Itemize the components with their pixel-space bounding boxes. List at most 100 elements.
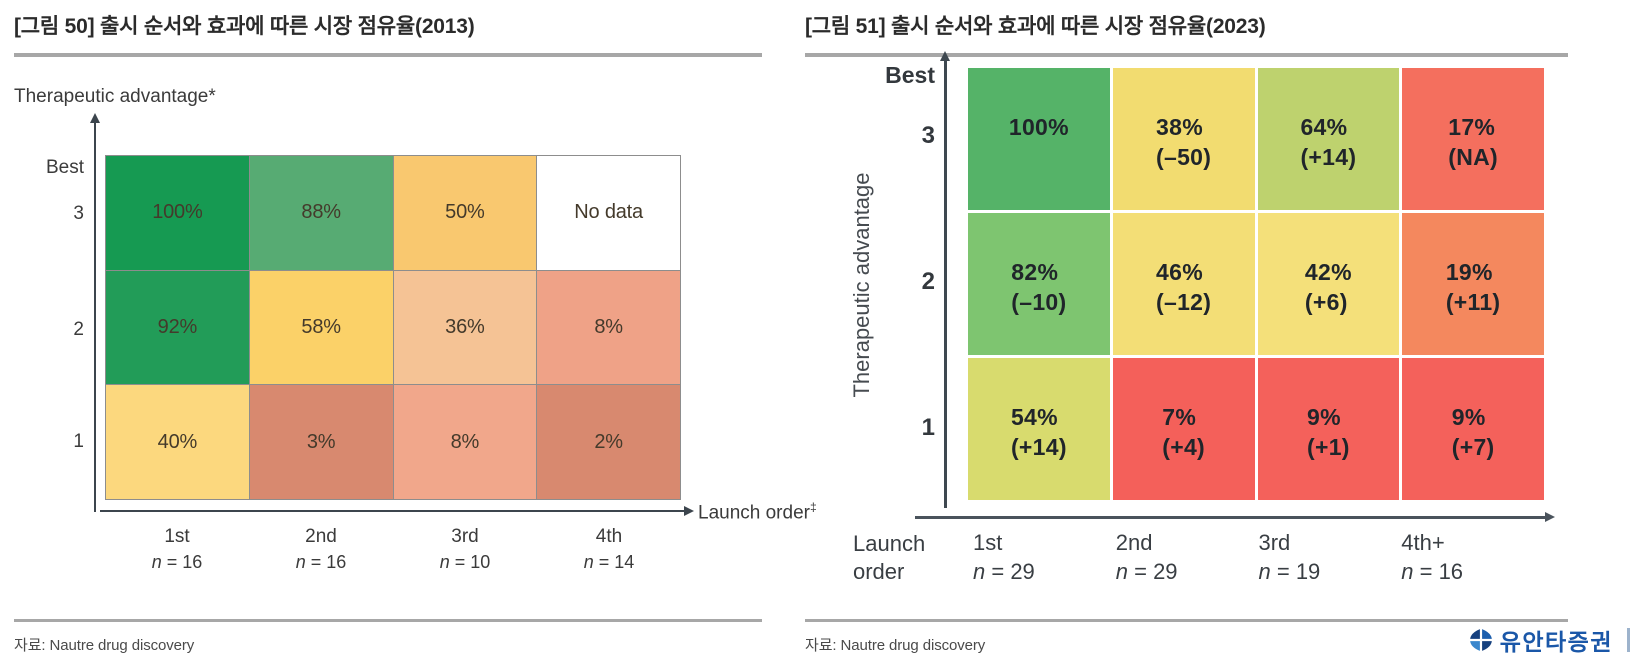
y-axis-arrow-2013: [90, 113, 100, 512]
x-axis-sample-size: n = 29: [973, 559, 1035, 584]
figure-50-title: [그림 50] 출시 순서와 효과에 따른 시장 점유율(2013): [14, 15, 475, 38]
x-axis-sample-size: n = 16: [295, 552, 347, 572]
heatmap-grid-2023: 100% 38% (–50) 64% (+14) 17% (NA) 82% (–10) 46% (–…: [968, 68, 1544, 500]
heatmap-cell: 9% (+7): [1402, 358, 1544, 500]
cell-value: 88%: [301, 201, 341, 224]
y-axis-tick-3: 3: [73, 203, 84, 224]
heatmap-cell: 92%: [106, 270, 250, 386]
cell-value: 46%: [1156, 259, 1203, 285]
y-axis-title-2023: Therapeutic advantage: [849, 172, 874, 398]
cell-value: 82%: [1011, 259, 1059, 285]
heatmap-cell: 100%: [968, 68, 1110, 210]
x-axis-category-label: 1st: [164, 526, 190, 547]
y-axis-tick-1: 1: [921, 414, 935, 441]
cell-delta: (+6): [1304, 289, 1348, 315]
cell-value: 50%: [445, 201, 485, 224]
x-axis-category-label: 4th+: [1401, 530, 1445, 555]
x-axis-labels-2013: 1st n = 16 2nd n = 16 3rd n = 10 4th n = 14: [105, 526, 681, 573]
x-axis-category-label: 2nd: [305, 526, 337, 547]
cell-value: 7%: [1162, 404, 1197, 430]
source-note-2013: 자료: Nautre drug discovery: [14, 637, 195, 654]
x-axis-category: 3rd n = 10: [393, 526, 537, 573]
x-axis-line-2023: [915, 512, 1555, 522]
cell-delta: (+14): [1010, 434, 1067, 460]
heatmap-cell: 100%: [106, 156, 250, 271]
cell-delta: (+14): [1300, 144, 1357, 170]
cell-value: 42%: [1304, 259, 1352, 285]
x-axis-category-label: 1st: [973, 530, 1003, 555]
x-axis-sample-size: n = 19: [1258, 559, 1321, 584]
arrow-up-icon: [940, 51, 950, 61]
x-axis-category: 4th+ n = 16: [1401, 530, 1544, 585]
cell-value: 100%: [1008, 114, 1069, 140]
cell-value: 54%: [1010, 404, 1058, 430]
cell-value: 38%: [1156, 114, 1203, 140]
cell-value: 8%: [594, 315, 623, 338]
x-axis-category-label: 3rd: [1258, 530, 1291, 555]
brand-name: 유안타증권: [1499, 629, 1613, 655]
x-axis-sample-size: n = 14: [583, 552, 635, 572]
x-axis-sample-size: n = 29: [1115, 559, 1178, 584]
heatmap-cell: 40%: [106, 385, 250, 500]
x-axis-category: 3rd n = 19: [1259, 530, 1402, 585]
heatmap-cell: 54% (+14): [968, 358, 1110, 500]
heatmap-cell: 8%: [393, 385, 538, 500]
cell-value: 19%: [1445, 259, 1493, 285]
cell-value: 64%: [1300, 114, 1348, 140]
heatmap-grid-2013: 100% 88% 50% No data 92% 58% 36% 8% 40% 3% 8% 2%: [105, 155, 681, 500]
cell-value: No data: [574, 201, 643, 224]
brand-logo: 유안타증권: [1468, 623, 1630, 657]
title-divider: [14, 53, 762, 57]
arrow-up-icon: [90, 113, 100, 123]
heatmap-cell: 88%: [249, 156, 394, 271]
cell-value: 9%: [1451, 404, 1486, 430]
cell-value: 40%: [157, 430, 198, 453]
heatmap-cell: 46% (–12): [1112, 213, 1255, 355]
heatmap-cell: 36%: [393, 270, 538, 386]
x-axis-sample-size: n = 16: [1401, 559, 1464, 584]
x-axis-arrow-2013: [100, 506, 694, 516]
cell-value: 3%: [306, 430, 336, 453]
cell-delta: (–10): [1011, 289, 1067, 315]
footer-divider: [14, 619, 762, 622]
cell-value: 8%: [450, 430, 480, 453]
y-axis-tick-1: 1: [73, 431, 84, 452]
x-axis-category: 4th n = 14: [537, 526, 681, 573]
x-axis-title-2023: Launch order: [853, 531, 926, 584]
heatmap-cell: 58%: [249, 270, 394, 386]
arrow-right-icon: [1545, 512, 1555, 522]
heatmap-cell: 7% (+4): [1112, 358, 1255, 500]
cell-delta: (–50): [1156, 144, 1212, 170]
arrow-right-icon: [684, 506, 694, 516]
y-axis-tick-2: 2: [73, 319, 84, 340]
heatmap-cell: 64% (+14): [1257, 68, 1400, 210]
cell-value: 2%: [594, 430, 623, 453]
title-divider: [805, 53, 1568, 57]
heatmap-cell: 9% (+1): [1257, 358, 1400, 500]
cell-delta: (+7): [1451, 434, 1495, 460]
page-edge-divider: [1627, 628, 1630, 652]
x-axis-labels-2023: 1st n = 29 2nd n = 29 3rd n = 19 4th+ n = 16: [973, 530, 1544, 585]
x-axis-title-footnote-mark: ‡: [809, 500, 817, 514]
cell-delta: (+11): [1445, 289, 1501, 315]
cell-value: 9%: [1307, 404, 1341, 430]
cell-value: 36%: [445, 315, 485, 338]
y-axis-title-2013: Therapeutic advantage*: [14, 86, 216, 107]
x-axis-title-2013: Launch order‡: [698, 500, 817, 524]
figure-51-panel: [그림 51] 출시 순서와 효과에 따른 시장 점유율(2023) Best …: [805, 10, 1568, 659]
x-axis-category: 1st n = 29: [973, 530, 1116, 585]
x-axis-title-text: Launch order: [698, 502, 810, 524]
source-note-2023: 자료: Nautre drug discovery: [805, 637, 986, 654]
cell-delta: (+4): [1162, 434, 1205, 460]
y-axis-tick-3: 3: [921, 122, 935, 149]
heatmap-cell: 3%: [249, 385, 394, 500]
x-axis-category-label: 4th: [595, 526, 623, 547]
cell-value: 100%: [152, 201, 203, 224]
figure-50-panel: [그림 50] 출시 순서와 효과에 따른 시장 점유율(2013) Thera…: [14, 10, 817, 659]
yuanta-logo-icon: [1469, 629, 1492, 651]
cell-delta: (+1): [1307, 434, 1350, 460]
cell-value: 92%: [157, 315, 198, 338]
x-axis-sample-size: n = 16: [151, 552, 203, 572]
heatmap-cell: 42% (+6): [1257, 213, 1400, 355]
